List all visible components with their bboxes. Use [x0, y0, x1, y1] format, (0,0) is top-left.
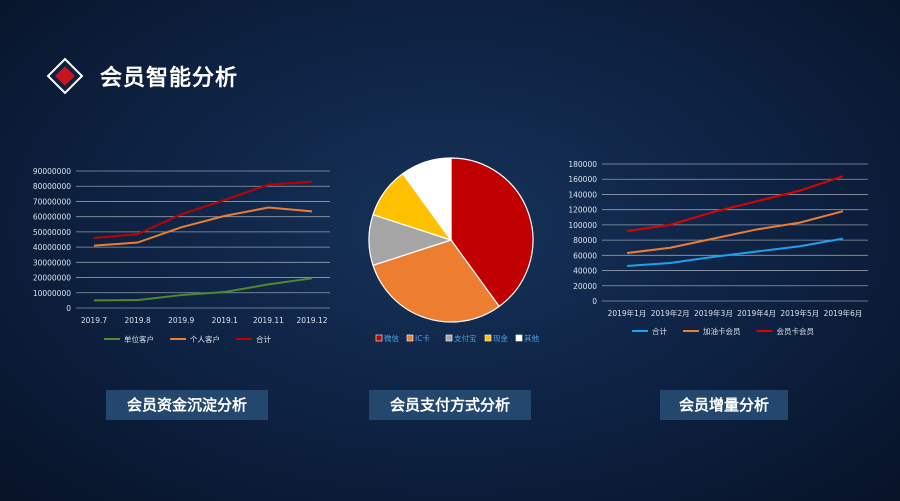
legend-swatch [375, 334, 383, 342]
x-tick-label: 2019年6月 [824, 308, 863, 318]
series-line [626, 210, 844, 255]
series-line [626, 175, 844, 232]
x-tick-label: 2019.12 [296, 316, 327, 325]
member-growth-line-chart: 0 20000 40000 60000 80000 100000 120000 140000 1… [568, 160, 868, 336]
pie-slice [450, 157, 534, 308]
legend-swatch [484, 334, 492, 342]
y-tick-label: 180000 [568, 160, 597, 169]
series-line [93, 277, 313, 302]
x-tick-label: 2019.8 [124, 316, 150, 325]
legend-label: 会员卡会员 [777, 326, 815, 336]
y-tick-label: 20000 [573, 282, 597, 291]
y-tick-label: 100000 [568, 221, 597, 230]
page-header: 会员智能分析 [46, 57, 239, 95]
x-tick-label: 2019年5月 [780, 308, 819, 318]
x-tick-label: 2019年1月 [608, 308, 647, 318]
series-line [93, 180, 313, 239]
legend-label: 其他 [524, 333, 539, 343]
caption-fund-deposit: 会员资金沉淀分析 [106, 390, 268, 420]
series-line [93, 206, 313, 247]
y-tick-label: 0 [66, 304, 71, 313]
fund-deposit-line-chart: 0 10000000 20000000 30000000 40000000 5000000… [33, 167, 330, 344]
y-tick-label: 60000 [573, 251, 597, 260]
y-tick-label: 40000 [573, 267, 597, 276]
y-tick-label: 10000000 [33, 289, 71, 298]
y-tick-label: 80000000 [33, 182, 71, 191]
y-tick-label: 140000 [568, 190, 597, 199]
y-tick-label: 20000000 [33, 274, 71, 283]
y-tick-label: 0 [592, 297, 597, 306]
pie-slice [372, 239, 501, 323]
x-tick-label: 2019.11 [253, 316, 284, 325]
y-tick-label: 60000000 [33, 213, 71, 222]
legend-label: 现金 [493, 333, 508, 343]
legend-label: IC卡 [415, 333, 430, 343]
y-tick-label: 40000000 [33, 243, 71, 252]
y-tick-label: 160000 [568, 175, 597, 184]
legend-label: 合计 [652, 326, 667, 336]
legend-label: 个人客户 [190, 334, 220, 344]
legend-label: 单位客户 [124, 334, 154, 344]
legend-label: 加油卡会员 [703, 326, 741, 336]
x-tick-label: 2019.1 [212, 316, 238, 325]
legend-label: 合计 [256, 334, 271, 344]
series-line [626, 237, 844, 267]
caption-payment-method: 会员支付方式分析 [369, 390, 531, 420]
x-tick-label: 2019.9 [168, 316, 194, 325]
x-tick-label: 2019年3月 [694, 308, 733, 318]
y-tick-label: 90000000 [33, 167, 71, 176]
y-tick-label: 80000 [573, 236, 597, 245]
legend-label: 支付宝 [454, 333, 477, 343]
caption-member-growth: 会员增量分析 [660, 390, 788, 420]
x-tick-label: 2019.7 [81, 316, 107, 325]
page-title: 会员智能分析 [100, 66, 239, 91]
y-tick-label: 120000 [568, 206, 597, 215]
y-tick-label: 70000000 [33, 197, 71, 206]
pie-slice [401, 157, 452, 242]
y-tick-label: 30000000 [33, 258, 71, 267]
payment-method-pie-chart: 微信 IC卡 支付宝 现金 其他 [368, 157, 539, 343]
legend-swatch [406, 334, 414, 342]
x-tick-label: 2019年2月 [651, 308, 690, 318]
legend-swatch [445, 334, 453, 342]
diamond-icon [46, 57, 84, 95]
y-tick-label: 50000000 [33, 228, 71, 237]
legend-swatch [515, 334, 523, 342]
legend-label: 微信 [384, 333, 399, 343]
x-tick-label: 2019年4月 [737, 308, 776, 318]
